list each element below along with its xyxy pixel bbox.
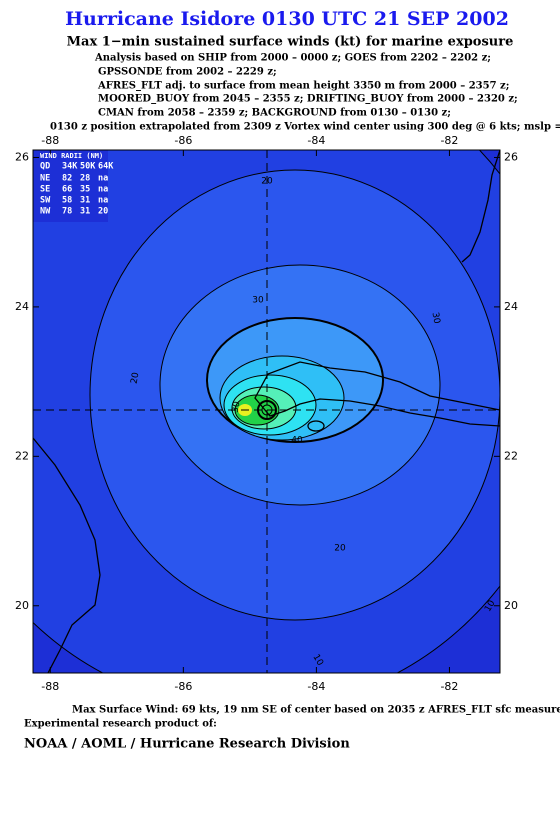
- x-tick-label: -82: [440, 134, 458, 147]
- y-tick-label: 22: [504, 449, 518, 462]
- wind-radii-cell: NW: [40, 207, 51, 217]
- wind-radii-cell: 31: [80, 207, 90, 217]
- wind-radii-cell: na: [98, 174, 108, 184]
- info-line: 0130 z position extrapolated from 2309 z…: [50, 122, 560, 133]
- wind-radii-box: [33, 150, 108, 222]
- contour-label: 20: [261, 177, 273, 187]
- wind-radii-header: 34K: [62, 162, 78, 172]
- wind-field: [33, 150, 500, 673]
- x-tick-label: -84: [307, 134, 325, 147]
- wind-radii-cell: 20: [98, 207, 108, 217]
- wind-radii-cell: 78: [62, 207, 72, 217]
- wind-radii-cell: 82: [62, 174, 72, 184]
- y-tick-label: 24: [504, 300, 518, 313]
- x-tick-label: -88: [41, 134, 59, 147]
- contour-label: 30: [231, 400, 243, 413]
- y-tick-label: 26: [15, 150, 29, 163]
- y-tick-label: 20: [504, 599, 518, 612]
- x-tick-label: -86: [174, 680, 192, 693]
- info-line: Analysis based on SHIP from 2000 – 0000 …: [94, 53, 491, 64]
- wind-radii-cell: 58: [62, 196, 72, 206]
- wind-radii-cell: na: [98, 196, 108, 206]
- x-tick-label: -82: [440, 680, 458, 693]
- wind-radii-cell: 28: [80, 174, 90, 184]
- contour-label: 30: [252, 296, 264, 306]
- title: Hurricane Isidore 0130 UTC 21 SEP 2002: [65, 8, 509, 30]
- wind-radii-header: 50K: [80, 162, 96, 172]
- info-line: CMAN from 2058 – 2359 z; BACKGROUND from…: [98, 108, 451, 119]
- wind-radii-cell: na: [98, 185, 108, 195]
- x-tick-label: -84: [307, 680, 325, 693]
- wind-radii-header: QD: [40, 162, 50, 172]
- wind-radii-header: 64K: [98, 162, 114, 172]
- wind-radii-cell: NE: [40, 174, 50, 184]
- info-line: GPSSONDE from 2002 – 2229 z;: [98, 67, 277, 78]
- y-tick-label: 24: [15, 300, 29, 313]
- max-wind: Max Surface Wind: 69 kts, 19 nm SE of ce…: [72, 705, 560, 716]
- y-tick-label: 26: [504, 150, 518, 163]
- contour-label: 20: [130, 371, 142, 384]
- contour-label: 20: [334, 544, 346, 554]
- subtitle: Max 1−min sustained surface winds (kt) f…: [67, 35, 514, 50]
- map-frame: [32, 149, 501, 674]
- y-tick-label: 22: [15, 449, 29, 462]
- product: Experimental research product of:: [24, 719, 217, 730]
- y-tick-label: 20: [15, 599, 29, 612]
- info-line: AFRES_FLT adj. to surface from mean heig…: [97, 81, 509, 92]
- wind-radii-cell: 35: [80, 185, 90, 195]
- info-line: MOORED_BUOY from 2045 – 2355 z; DRIFTING…: [98, 94, 518, 105]
- org: NOAA / AOML / Hurricane Research Divisio…: [24, 737, 350, 752]
- wind-radii-cell: SE: [40, 185, 50, 195]
- x-tick-label: -86: [174, 134, 192, 147]
- wind-radii-cell: SW: [40, 196, 51, 206]
- contour-label: 30: [430, 312, 442, 325]
- x-tick-label: -88: [41, 680, 59, 693]
- wind-radii-cell: 31: [80, 196, 90, 206]
- wind-radii-cell: 66: [62, 185, 72, 195]
- wind-radii-title: WIND RADII (NM): [40, 152, 103, 160]
- contour-label: 40: [291, 436, 303, 446]
- coastline: [33, 150, 500, 673]
